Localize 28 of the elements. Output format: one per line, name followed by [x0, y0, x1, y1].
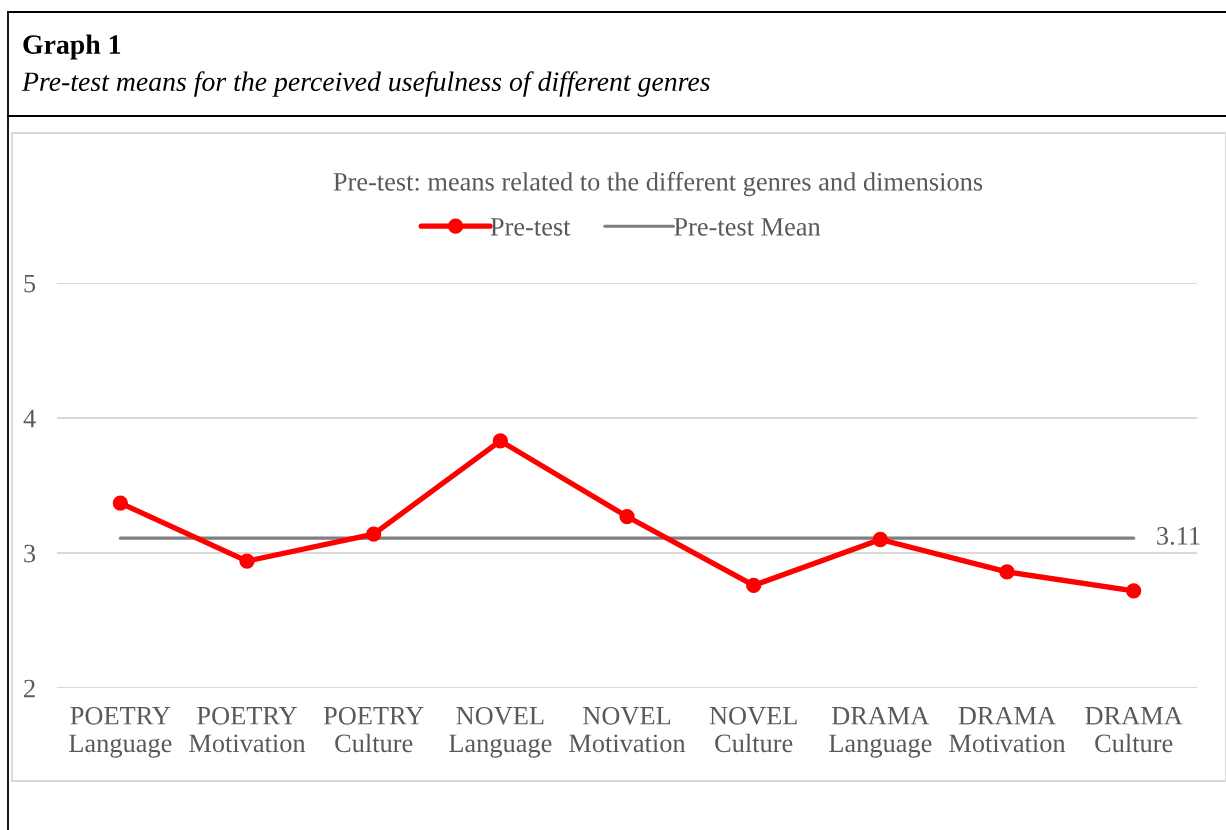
legend-label: Pre-test	[490, 218, 571, 236]
x-tick-label: NOVEL Language	[449, 706, 552, 758]
y-tick-label: 5	[24, 274, 36, 293]
point	[112, 495, 128, 511]
x-tick-label: NOVEL Motivation	[569, 706, 686, 753]
x-tick-label: POETRY Culture	[323, 706, 424, 753]
point	[239, 553, 255, 569]
point	[999, 564, 1015, 580]
x-tick-label: DRAMA Culture	[1085, 706, 1183, 753]
x-tick-label: DRAMA Language	[829, 706, 932, 758]
point	[746, 577, 762, 594]
point	[619, 508, 635, 525]
x-tick-label: DRAMA Motivation	[949, 706, 1066, 753]
data-label: 3.11	[1157, 527, 1200, 545]
point	[366, 526, 382, 542]
chart-subtitle: Pre-test means for the perceived usefulness of different genres	[21, 71, 710, 97]
text: Pre-test: means related to the different genres and dimensions	[333, 171, 983, 197]
chart-title: Graph 1	[23, 34, 121, 60]
x-tick-label: POETRY Language	[69, 706, 172, 758]
y-tick-label: 4	[23, 409, 36, 428]
y-tick-label: 2	[24, 679, 35, 698]
point	[492, 433, 508, 449]
point	[1126, 583, 1142, 599]
legend-label: Pre-test Mean	[674, 218, 821, 236]
x-tick-label: NOVEL Culture	[709, 706, 797, 753]
y-tick-label: 3	[24, 544, 36, 563]
point	[872, 531, 888, 548]
x-tick-label: POETRY Motivation	[189, 706, 306, 753]
